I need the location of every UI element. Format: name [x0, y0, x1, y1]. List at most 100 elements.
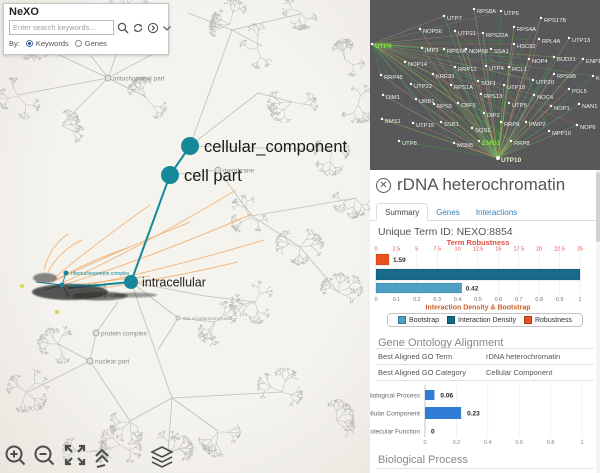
- interaction-edges: [371, 8, 594, 159]
- gene-node[interactable]: RRP12: [453, 65, 477, 73]
- ontology-node[interactable]: site of polarized growth: [175, 315, 233, 322]
- ontology-node[interactable]: small subunit precursor: [66, 293, 125, 299]
- radio-keywords[interactable]: [25, 40, 33, 47]
- gene-node[interactable]: UTP20: [531, 78, 554, 86]
- gene-node[interactable]: UTP21: [453, 29, 476, 37]
- gene-node[interactable]: SSA1: [489, 47, 509, 55]
- gene-node[interactable]: UTP4: [484, 64, 505, 72]
- gene-node[interactable]: UTP6: [499, 9, 519, 17]
- radio-genes[interactable]: [74, 40, 82, 47]
- gene-node[interactable]: UTP8: [397, 139, 417, 147]
- gene-node[interactable]: ENP1: [581, 57, 600, 65]
- ontology-node[interactable]: membrane: [214, 166, 254, 175]
- gene-node[interactable]: SSB1: [439, 120, 459, 128]
- gene-node[interactable]: RPS1A: [449, 83, 473, 91]
- zoom-in-icon[interactable]: [5, 445, 26, 466]
- gene-node[interactable]: MPP10: [547, 129, 571, 137]
- gene-node[interactable]: NOP56: [418, 27, 442, 35]
- interaction-network[interactable]: UTP9 NOP56 UTP7 UTP21 IMP3 RPS7A NOP58 NOP14 RRP…: [370, 0, 600, 170]
- legend-item-robustness[interactable]: Robustness: [523, 316, 572, 324]
- tab-interactions[interactable]: Interactions: [475, 208, 518, 217]
- search-icon[interactable]: [117, 22, 129, 34]
- go-icon[interactable]: [147, 22, 159, 34]
- gene-node[interactable]: RPS8A: [472, 7, 496, 15]
- gene-node[interactable]: NOP58: [464, 47, 488, 55]
- gene-node[interactable]: NOP1: [549, 104, 570, 112]
- close-icon[interactable]: ✕: [376, 177, 391, 193]
- collapse-nodes-icon[interactable]: [95, 448, 109, 468]
- radio-keywords-label[interactable]: Keywords: [35, 39, 69, 48]
- ontology-node[interactable]: mitochondrial part: [104, 74, 165, 83]
- svg-text:BMS1: BMS1: [385, 119, 401, 125]
- svg-text:UTP5: UTP5: [512, 103, 527, 109]
- gene-node[interactable]: SOF1: [476, 79, 496, 87]
- search-input[interactable]: [9, 20, 114, 35]
- gene-node[interactable]: RPL4A: [537, 37, 561, 45]
- refresh-icon[interactable]: [132, 22, 144, 34]
- gene-node[interactable]: CBF5: [456, 101, 476, 109]
- tab-summary[interactable]: Summary: [376, 203, 429, 221]
- gene-node[interactable]: PWP2: [524, 120, 546, 128]
- scrollbar[interactable]: [596, 170, 600, 473]
- gene-node[interactable]: MSN5: [452, 141, 473, 149]
- legend-item-bootstrap[interactable]: Bootstrap: [398, 316, 439, 324]
- interaction-network-panel[interactable]: UTP9 NOP56 UTP7 UTP21 IMP3 RPS7A NOP58 NOP14 RRP…: [370, 0, 600, 170]
- ontology-node[interactable]: ribonucleoprotein complex: [63, 270, 130, 278]
- gene-node[interactable]: RRP9: [499, 120, 520, 128]
- gene-node[interactable]: UTP9: [370, 42, 392, 50]
- gene-node[interactable]: DIM1: [381, 93, 400, 101]
- ontology-edges: [17, 12, 357, 453]
- gene-node[interactable]: RPS7A: [442, 47, 466, 55]
- gene-node[interactable]: RPS5: [432, 102, 452, 110]
- gene-node[interactable]: RCL1: [507, 65, 527, 73]
- radio-genes-label[interactable]: Genes: [84, 39, 107, 48]
- fit-to-screen-icon[interactable]: [64, 444, 86, 466]
- ontology-node[interactable]: protein complex: [92, 329, 148, 338]
- gene-node[interactable]: DIP2: [482, 111, 500, 119]
- gene-node[interactable]: POL5: [567, 87, 587, 95]
- svg-text:0: 0: [423, 440, 426, 446]
- gene-node[interactable]: KRE33: [431, 72, 455, 80]
- gene-node[interactable]: NOC4: [532, 93, 554, 101]
- gene-node[interactable]: NOP14: [403, 60, 428, 68]
- gene-node[interactable]: BUD21: [552, 55, 576, 63]
- ontology-node[interactable]: nuclear part: [86, 357, 130, 366]
- gene-node[interactable]: UTP5: [507, 101, 527, 109]
- gene-node[interactable]: UTP13: [567, 36, 590, 44]
- gene-node[interactable]: BMS1: [380, 117, 401, 125]
- gene-node[interactable]: HSC82: [512, 42, 536, 50]
- gene-node[interactable]: RPS22A: [481, 31, 509, 39]
- gene-node[interactable]: RRP8: [509, 139, 530, 147]
- gene-node[interactable]: EMG1: [477, 139, 501, 147]
- layers-icon[interactable]: [150, 446, 174, 468]
- gene-node[interactable]: URB1: [414, 97, 435, 105]
- gene-node[interactable]: NAN1: [577, 102, 598, 110]
- ontology-node[interactable]: intracellular: [124, 275, 206, 290]
- gene-node[interactable]: KRI1: [591, 74, 600, 82]
- gene-node[interactable]: UTP15: [411, 121, 434, 129]
- svg-text:2.5: 2.5: [393, 247, 401, 253]
- ontology-node[interactable]: ribosomal subunit: [59, 282, 107, 290]
- svg-text:SSA1: SSA1: [494, 49, 509, 55]
- gene-node[interactable]: UTP10: [496, 156, 522, 164]
- gene-node[interactable]: UTP18: [502, 83, 525, 91]
- gene-node[interactable]: RPS13: [479, 92, 503, 100]
- zoom-out-icon[interactable]: [34, 445, 55, 466]
- gene-node[interactable]: RPS4A: [512, 25, 536, 33]
- gene-node[interactable]: UTP22: [409, 82, 432, 90]
- tab-genes[interactable]: Genes: [436, 208, 460, 217]
- legend-item-interaction-density[interactable]: Interaction Density: [447, 316, 516, 324]
- ontology-node[interactable]: cell part: [161, 166, 242, 185]
- gene-node[interactable]: SQS1: [470, 126, 491, 134]
- gene-node[interactable]: IMP3: [420, 46, 439, 54]
- gene-node[interactable]: RPS9B: [552, 72, 576, 80]
- gene-node[interactable]: UTP7: [442, 14, 462, 22]
- ontology-node[interactable]: cellular_component: [181, 137, 348, 156]
- gene-node[interactable]: NOP4: [527, 57, 549, 65]
- gene-node[interactable]: RPS17B: [539, 16, 567, 24]
- collapse-panel-icon[interactable]: [162, 24, 172, 32]
- gene-node[interactable]: RRP45: [379, 73, 403, 81]
- gene-node[interactable]: NOP6: [575, 123, 596, 131]
